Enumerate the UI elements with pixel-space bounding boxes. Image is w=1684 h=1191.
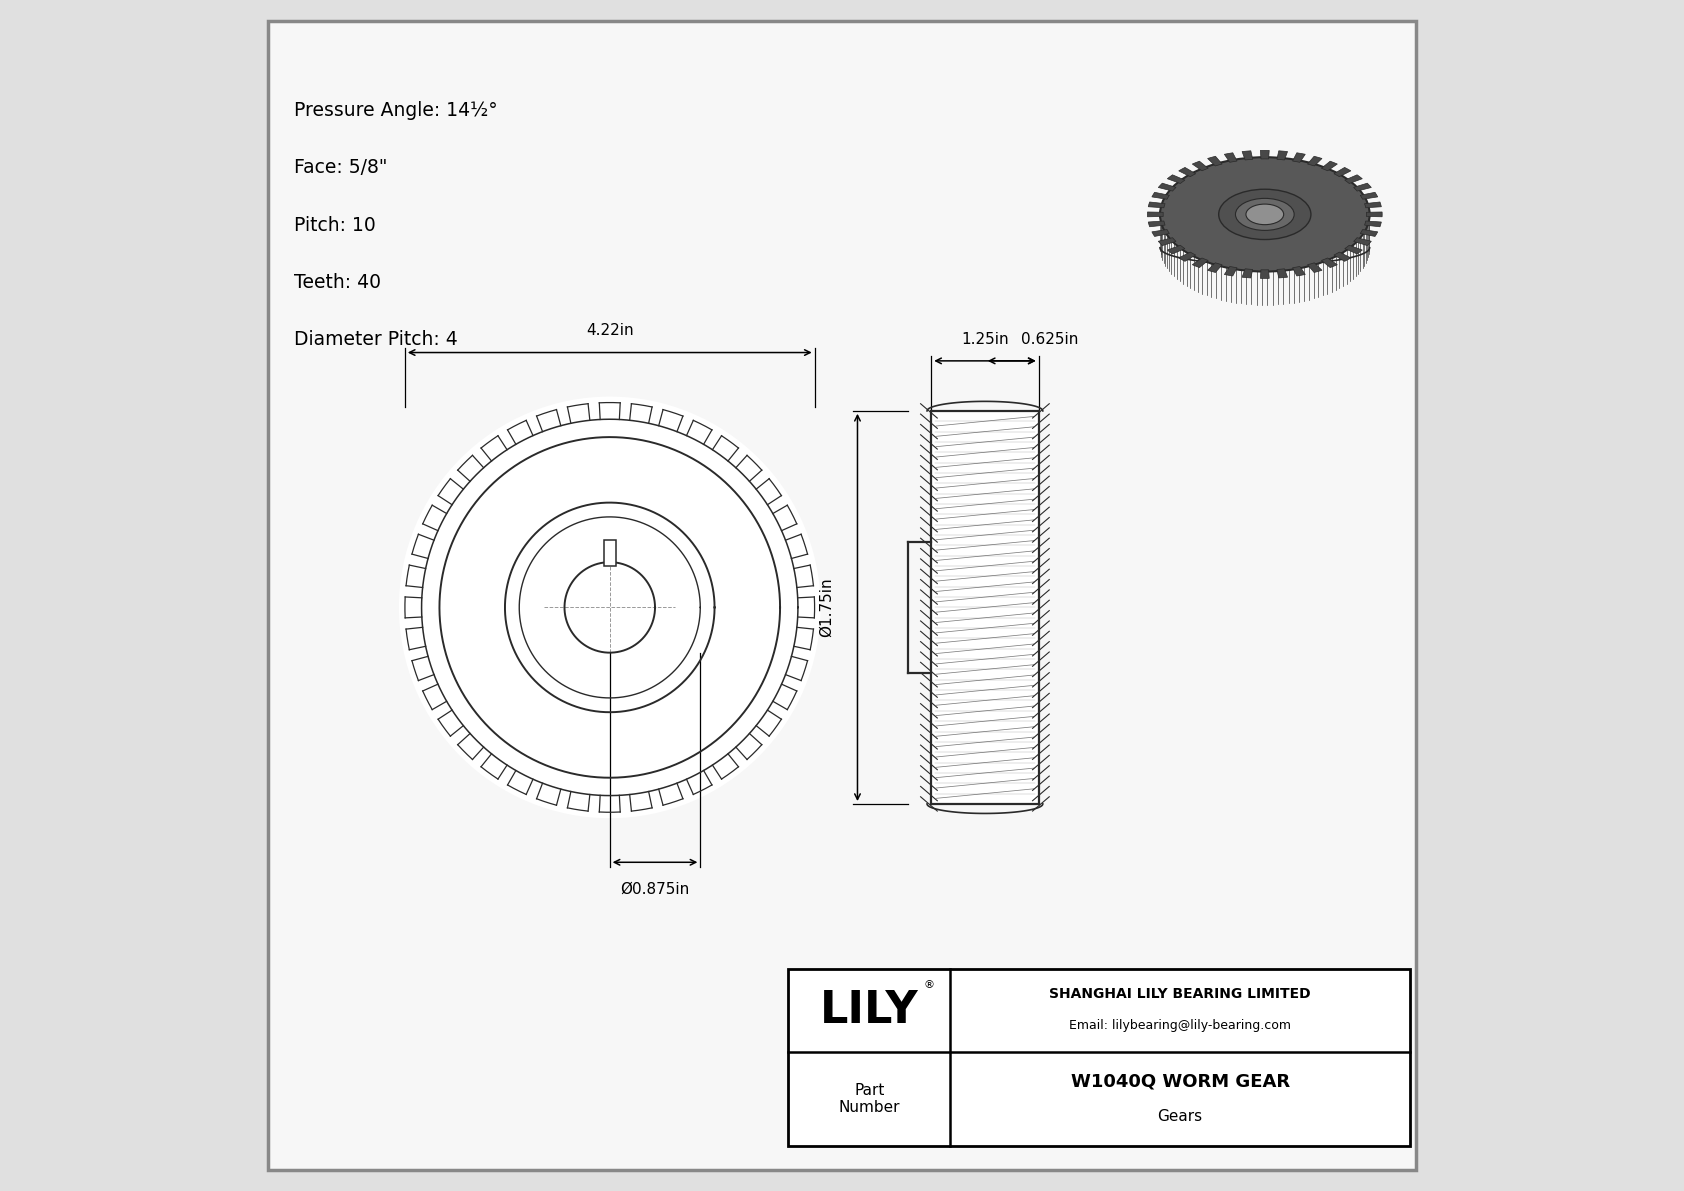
Bar <box>931 411 1039 804</box>
Ellipse shape <box>1246 204 1283 225</box>
Polygon shape <box>1159 183 1175 191</box>
Polygon shape <box>1179 252 1196 261</box>
Polygon shape <box>1276 269 1288 278</box>
Polygon shape <box>1224 267 1238 276</box>
Text: Email: lilybearing@lily-bearing.com: Email: lilybearing@lily-bearing.com <box>1069 1018 1292 1031</box>
Polygon shape <box>1243 151 1253 160</box>
Text: 4.22in: 4.22in <box>586 323 633 338</box>
Ellipse shape <box>1219 189 1310 239</box>
Text: Teeth: 40: Teeth: 40 <box>295 273 381 292</box>
Polygon shape <box>1167 245 1186 254</box>
Polygon shape <box>1322 258 1337 268</box>
Text: 0.625in: 0.625in <box>1021 331 1078 347</box>
Bar <box>788 969 1410 1146</box>
Text: Part
Number: Part Number <box>839 1083 899 1115</box>
Text: Ø0.875in: Ø0.875in <box>620 881 690 897</box>
Polygon shape <box>1260 150 1270 158</box>
Polygon shape <box>1148 222 1165 226</box>
Polygon shape <box>1307 156 1322 166</box>
Text: Ø1.75in: Ø1.75in <box>818 578 834 637</box>
Polygon shape <box>1293 152 1305 162</box>
Text: SHANGHAI LILY BEARING LIMITED: SHANGHAI LILY BEARING LIMITED <box>1049 987 1310 1002</box>
Polygon shape <box>1207 263 1223 273</box>
Polygon shape <box>1147 212 1164 217</box>
Polygon shape <box>1346 245 1362 254</box>
Polygon shape <box>1159 238 1175 245</box>
Polygon shape <box>1334 252 1351 261</box>
Circle shape <box>399 397 820 818</box>
Polygon shape <box>1152 192 1169 199</box>
Text: Gears: Gears <box>1157 1109 1202 1124</box>
Polygon shape <box>1366 212 1383 217</box>
Polygon shape <box>1307 263 1322 273</box>
Polygon shape <box>1322 161 1337 170</box>
Polygon shape <box>1346 175 1362 183</box>
Text: Pressure Angle: 14½°: Pressure Angle: 14½° <box>295 101 498 120</box>
Polygon shape <box>1364 222 1381 226</box>
Bar <box>605 540 616 566</box>
Text: Pitch: 10: Pitch: 10 <box>295 216 376 235</box>
Polygon shape <box>1148 202 1165 207</box>
Text: W1040Q WORM GEAR: W1040Q WORM GEAR <box>1071 1072 1290 1090</box>
Text: ®: ® <box>923 980 935 990</box>
Polygon shape <box>1243 269 1253 278</box>
Polygon shape <box>1192 161 1207 170</box>
Polygon shape <box>1207 156 1223 166</box>
Polygon shape <box>1192 258 1207 268</box>
Text: 1.25in: 1.25in <box>962 331 1009 347</box>
Polygon shape <box>1293 267 1305 276</box>
Polygon shape <box>1276 151 1288 160</box>
Ellipse shape <box>1236 199 1293 230</box>
Polygon shape <box>1361 192 1378 199</box>
Polygon shape <box>1167 175 1186 183</box>
Polygon shape <box>1354 183 1371 191</box>
Polygon shape <box>1334 168 1351 176</box>
Polygon shape <box>1361 230 1378 237</box>
Polygon shape <box>1152 230 1169 237</box>
Polygon shape <box>1354 238 1371 245</box>
Ellipse shape <box>1160 157 1369 272</box>
Polygon shape <box>1364 202 1381 207</box>
Polygon shape <box>1260 270 1270 279</box>
Text: LILY: LILY <box>820 990 918 1033</box>
Text: Diameter Pitch: 4: Diameter Pitch: 4 <box>295 330 458 349</box>
Polygon shape <box>1224 152 1238 162</box>
Text: Face: 5/8": Face: 5/8" <box>295 158 387 177</box>
Polygon shape <box>1179 168 1196 176</box>
